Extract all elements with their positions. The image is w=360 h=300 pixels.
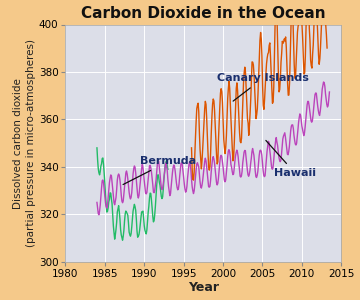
Y-axis label: Dissolved carbon dioxide
(partial pressure in micro-atmospheres): Dissolved carbon dioxide (partial pressu… bbox=[13, 39, 36, 247]
Title: Carbon Dioxide in the Ocean: Carbon Dioxide in the Ocean bbox=[81, 6, 326, 21]
Text: Canary Islands: Canary Islands bbox=[217, 74, 309, 101]
Text: Hawaii: Hawaii bbox=[266, 140, 316, 178]
Text: Bermuda: Bermuda bbox=[123, 157, 197, 184]
X-axis label: Year: Year bbox=[188, 281, 219, 294]
